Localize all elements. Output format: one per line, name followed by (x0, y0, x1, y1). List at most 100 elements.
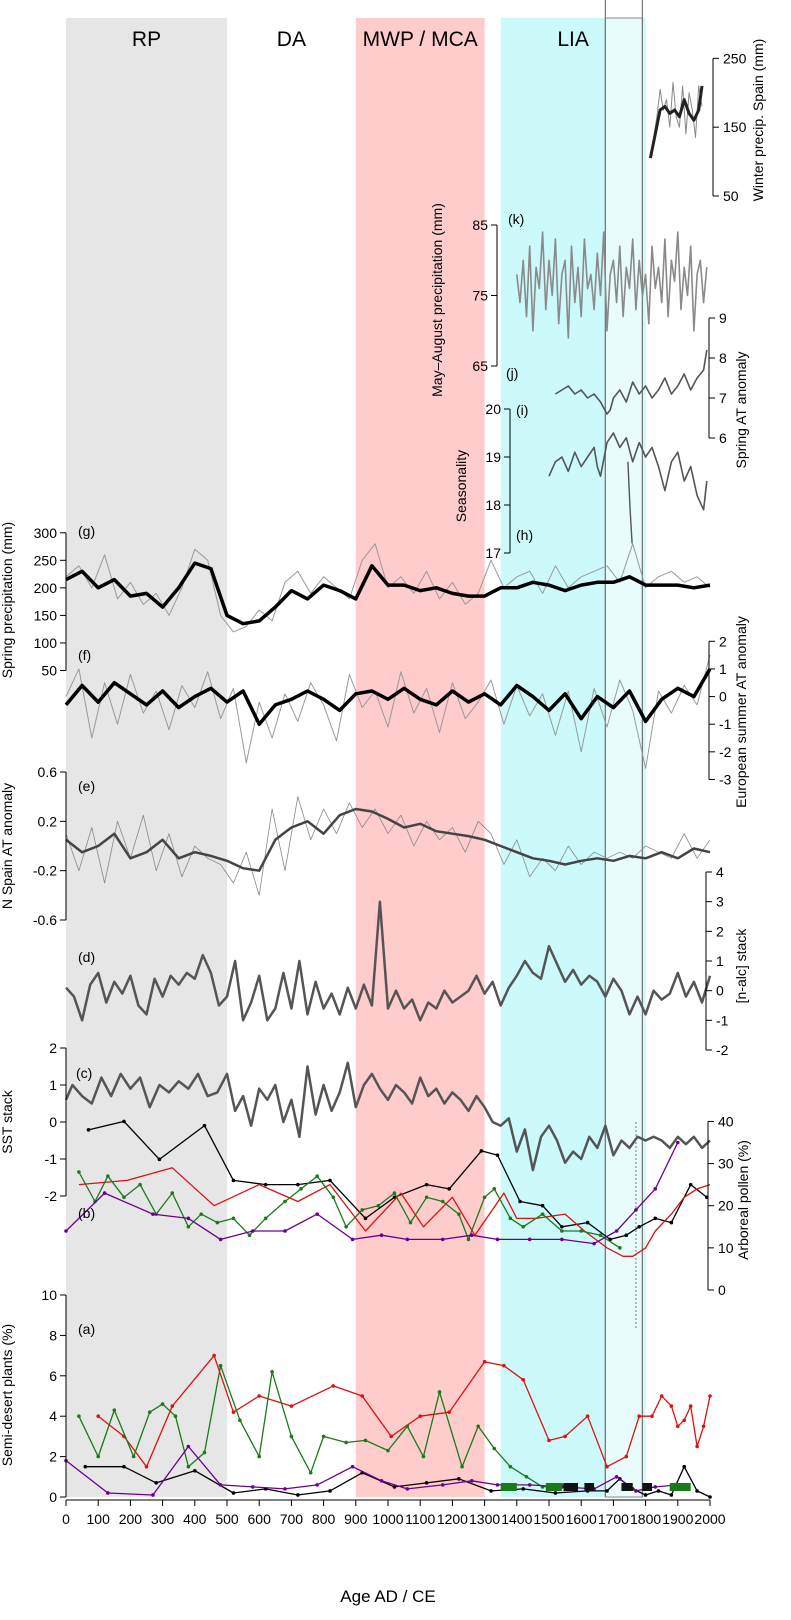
panel-label-a: (a) (78, 1321, 95, 1337)
data-point (653, 1216, 658, 1221)
data-point (460, 1464, 464, 1469)
data-point (492, 1446, 497, 1451)
panel-i: (i) (516, 402, 708, 511)
data-point (614, 1229, 619, 1233)
series-line-g-1 (65, 561, 711, 626)
event-bar (545, 1483, 562, 1491)
data-point (695, 1444, 699, 1449)
data-point (331, 1195, 336, 1200)
y-tick-label: 7 (719, 390, 727, 406)
data-point (495, 1153, 500, 1157)
data-point (482, 1195, 487, 1200)
data-point (138, 1182, 142, 1187)
data-point (592, 1241, 596, 1246)
data-point (360, 1394, 365, 1398)
data-point (350, 1464, 355, 1469)
data-point (405, 1487, 410, 1491)
x-tick-label: 1200 (437, 1511, 468, 1527)
series-line-f-0 (65, 654, 711, 769)
period-label: DA (277, 28, 306, 51)
x-tick-label: 300 (151, 1511, 175, 1527)
y-tick-label: -0.2 (33, 863, 57, 879)
data-point (492, 1187, 497, 1191)
data-point (527, 1483, 532, 1487)
data-point (215, 1220, 220, 1225)
data-point (331, 1384, 336, 1388)
data-point (154, 1481, 158, 1485)
data-point (328, 1178, 332, 1183)
y-tick-label: 0.2 (38, 813, 58, 829)
y-axis-winter: 50 150 250 Winter precip. Spain (mm) (712, 39, 766, 204)
data-point (476, 1424, 480, 1429)
period-label: RP (132, 28, 161, 51)
data-point (344, 1224, 348, 1229)
y-axis-f: -3 -2 -1 0 1 2 European summer AT anomaly (708, 616, 749, 808)
y-axis-title-k: May–August precipitation (mm) (429, 203, 445, 397)
y-tick-label: 75 (472, 288, 488, 304)
data-point (560, 1229, 564, 1233)
data-point (701, 1424, 706, 1429)
x-tick-label: 600 (248, 1511, 272, 1527)
y-tick-label: -1 (719, 716, 732, 732)
data-point (231, 1216, 236, 1221)
panel-a: (a) (64, 1321, 712, 1499)
data-point (77, 1170, 81, 1174)
y-axis-title-j: Spring AT anomaly (733, 352, 749, 469)
panel-label-i: (i) (516, 402, 528, 418)
data-point (202, 1123, 207, 1128)
x-tick-label: 1800 (630, 1511, 661, 1527)
y-tick-label: -2 (716, 1042, 729, 1058)
data-point (502, 1363, 506, 1368)
data-point (440, 1199, 445, 1204)
data-point (669, 1493, 674, 1497)
y-tick-label: -2 (45, 1188, 58, 1204)
series-line-c-0 (64, 1061, 711, 1172)
x-tick-label: 200 (119, 1511, 143, 1527)
y-axis-title-a: Semi-desert plants (%) (0, 1324, 15, 1466)
data-point (676, 1424, 680, 1429)
data-point (263, 1182, 268, 1187)
y-tick-label: 10 (718, 1240, 734, 1256)
data-point (682, 1418, 687, 1423)
x-tick-label: 2000 (694, 1511, 725, 1527)
panel-label-c: (c) (76, 1065, 92, 1081)
data-point (421, 1454, 426, 1459)
y-tick-label: 0 (49, 1114, 57, 1130)
data-point (283, 1487, 287, 1491)
data-point (708, 1394, 712, 1398)
data-point (650, 1414, 654, 1418)
y-tick-label: 1 (49, 1077, 57, 1093)
data-point (495, 1483, 500, 1487)
data-point (605, 1489, 609, 1493)
y-tick-label: 0 (716, 983, 724, 999)
data-point (405, 1237, 410, 1242)
data-point (170, 1191, 175, 1195)
data-point (457, 1477, 461, 1481)
data-point (659, 1394, 664, 1398)
y-tick-label: 150 (723, 119, 747, 135)
data-point (521, 1487, 526, 1491)
event-bar (642, 1483, 653, 1491)
y-tick-label: 0 (718, 1282, 726, 1298)
x-tick-label: 1700 (598, 1511, 629, 1527)
y-tick-label: 2 (716, 923, 724, 939)
x-tick-label: 1600 (566, 1511, 597, 1527)
data-point (299, 1187, 303, 1191)
data-point (508, 1216, 513, 1221)
data-point (64, 1229, 68, 1233)
data-point (424, 1195, 429, 1200)
data-point (86, 1128, 91, 1132)
data-point (624, 1233, 629, 1238)
data-point (296, 1182, 300, 1187)
data-point (170, 1404, 175, 1408)
y-axis-title-g: Spring precipitation (mm) (0, 522, 15, 678)
series-line-b-1 (78, 1167, 711, 1257)
y-tick-label: 2 (49, 1040, 57, 1056)
y-axis-a: 0 2 4 6 8 10 Semi-desert plants (%) (0, 1287, 67, 1505)
data-point (247, 1233, 252, 1238)
data-point (708, 1495, 712, 1499)
panel-label-e: (e) (78, 778, 95, 794)
data-point (618, 1246, 622, 1250)
proxy-series: (k) (j) (i) (h) (g) (f) (e) (d) (c) (b) (a) (64, 81, 712, 1499)
